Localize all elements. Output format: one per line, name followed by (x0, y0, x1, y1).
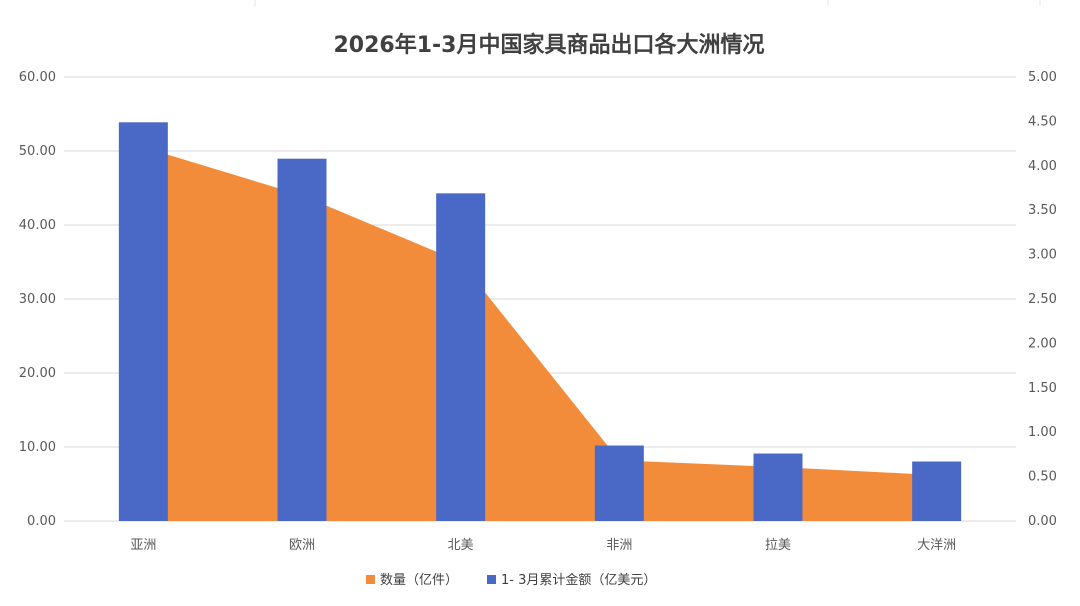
bar-series (118, 122, 962, 522)
right-tick-label: 5.00 (1028, 70, 1057, 85)
chart-title: 2026年1-3月中国家具商品出口各大洲情况 (334, 32, 765, 58)
category-labels: 亚洲 欧洲 北美 非洲 拉美 大洋洲 (130, 538, 956, 553)
category-label: 非洲 (606, 538, 632, 553)
area-fill-quantity (143, 147, 937, 522)
spreadsheet-cell-lines (254, 0, 1041, 6)
bar (594, 445, 644, 521)
bar (118, 122, 168, 522)
left-tick-label: 50.00 (19, 144, 56, 159)
left-tick-label: 20.00 (19, 366, 56, 381)
category-label: 北美 (448, 538, 474, 553)
legend-label-amount: 1- 3月累计金额（亿美元） (501, 572, 656, 588)
legend-swatch-amount (487, 575, 496, 584)
right-axis-ticks: 0.00 0.50 1.00 1.50 2.00 2.50 3.00 3.50 4.00 4.50… (1028, 70, 1057, 529)
legend: 数量（亿件） 1- 3月累计金额（亿美元） (366, 572, 656, 588)
area-series (142, 146, 938, 522)
right-tick-label: 4.50 (1028, 114, 1057, 129)
bar (912, 461, 962, 521)
bar (753, 453, 803, 521)
right-tick-label: 4.00 (1028, 159, 1057, 174)
right-tick-label: 3.50 (1028, 203, 1057, 218)
right-tick-label: 2.50 (1028, 292, 1057, 307)
right-tick-label: 1.00 (1028, 425, 1057, 440)
left-axis-ticks: 0.00 10.00 20.00 30.00 40.00 50.00 60.00 (19, 70, 56, 529)
bar (436, 193, 486, 521)
category-label: 欧洲 (289, 538, 315, 553)
left-tick-label: 30.00 (19, 292, 56, 307)
left-tick-label: 0.00 (27, 514, 56, 529)
right-tick-label: 1.50 (1028, 381, 1057, 396)
left-tick-label: 40.00 (19, 218, 56, 233)
left-tick-label: 10.00 (19, 440, 56, 455)
bar (277, 158, 327, 522)
right-tick-label: 0.00 (1028, 514, 1057, 529)
legend-swatch-quantity (366, 575, 375, 584)
left-tick-label: 60.00 (19, 70, 56, 85)
category-label: 拉美 (765, 538, 791, 553)
category-label: 亚洲 (130, 538, 156, 553)
category-label: 大洋洲 (917, 538, 956, 553)
right-tick-label: 0.50 (1028, 470, 1057, 485)
right-tick-label: 2.00 (1028, 336, 1057, 351)
legend-label-quantity: 数量（亿件） (380, 573, 458, 588)
right-tick-label: 3.00 (1028, 248, 1057, 263)
